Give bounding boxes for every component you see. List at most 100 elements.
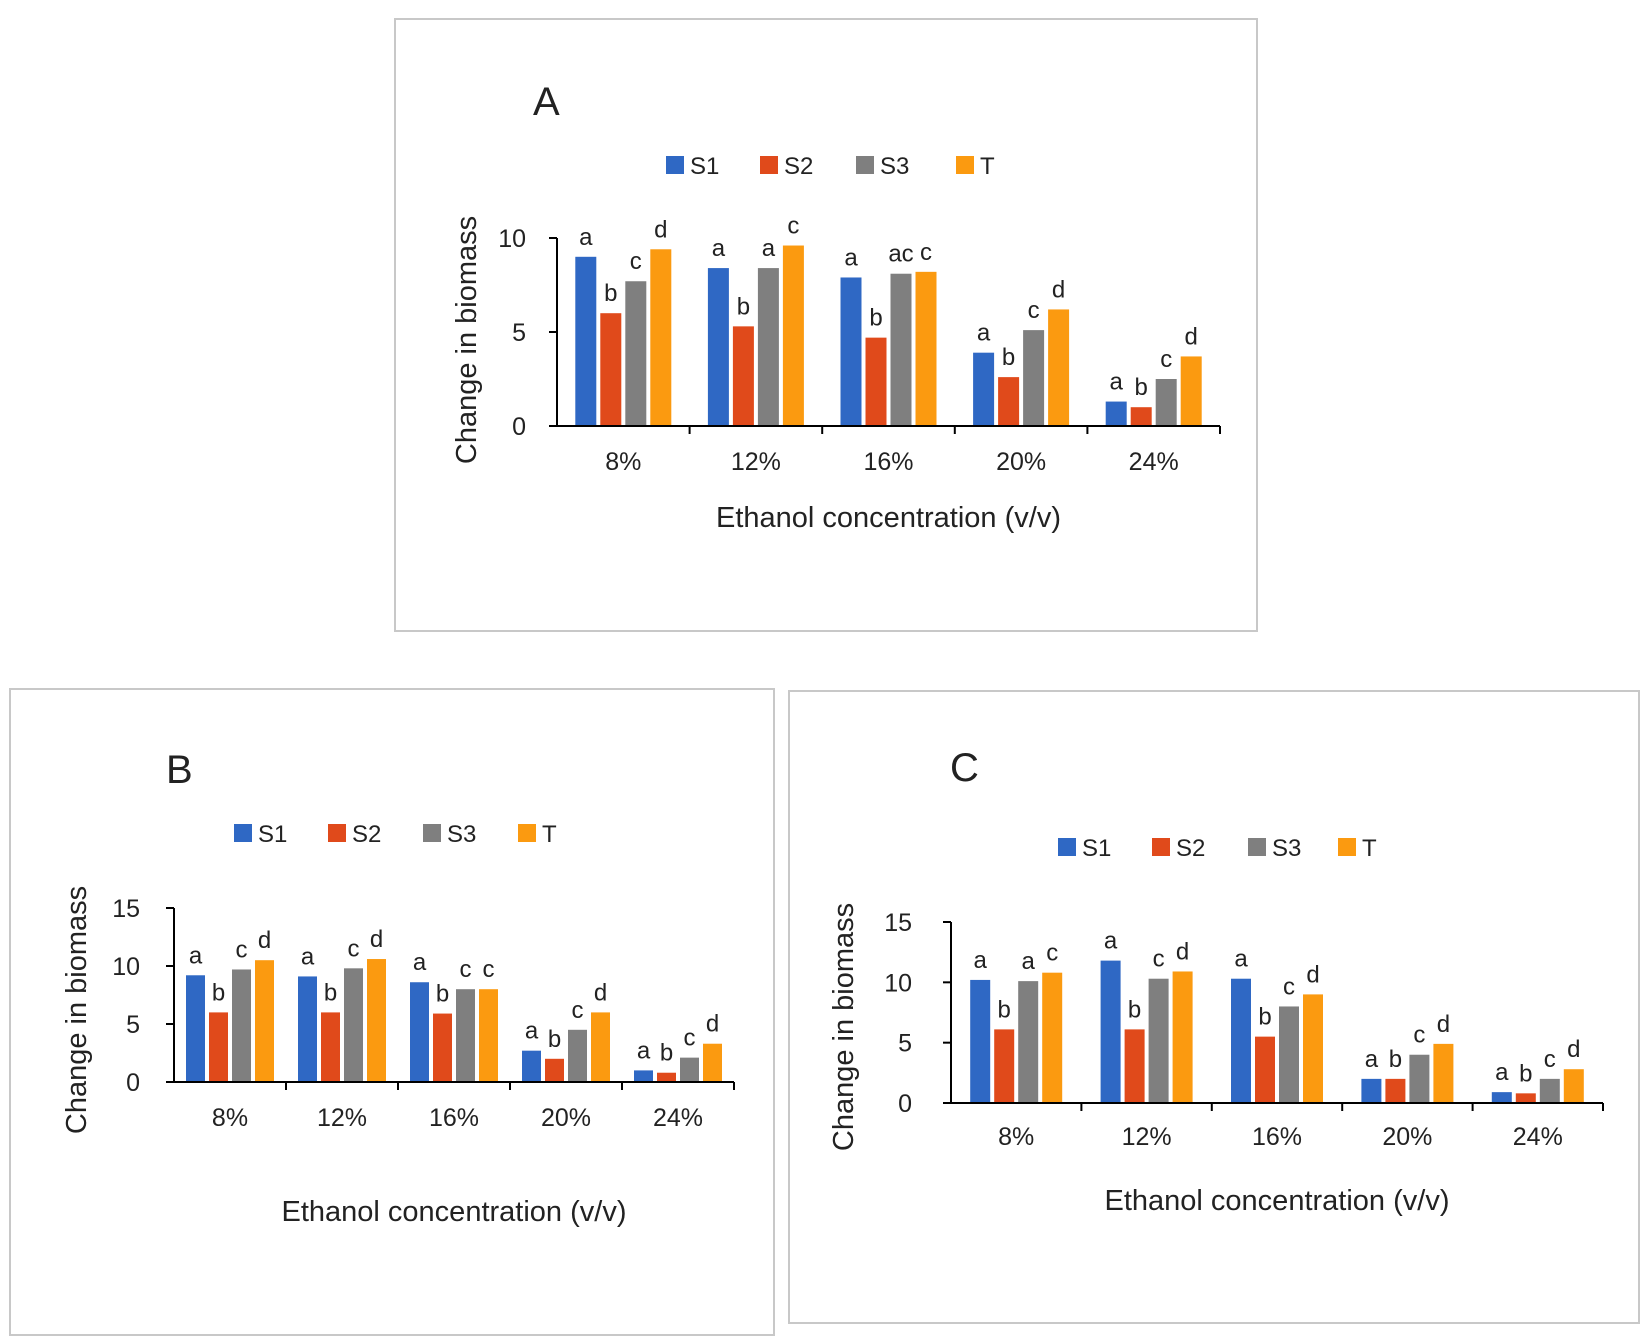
bar-s3 (1539, 1078, 1560, 1103)
significance-letter: a (301, 943, 315, 970)
bar-t (782, 245, 804, 426)
bar-t (703, 1043, 722, 1082)
legend-swatch-t (956, 156, 974, 174)
legend-label-s1: S1 (258, 821, 287, 848)
significance-letter: a (189, 942, 203, 969)
significance-letter: b (737, 293, 750, 320)
bar-s3 (1279, 1006, 1299, 1103)
bar-s3 (1148, 978, 1169, 1103)
significance-letter: d (1306, 961, 1319, 988)
panel-letter-b: B (166, 748, 193, 792)
significance-letter: b (324, 979, 337, 1006)
significance-letter: b (869, 305, 882, 332)
bar-s1 (1100, 960, 1121, 1103)
significance-letter: a (1104, 928, 1118, 955)
y-axis-title: Change in biomass (451, 216, 483, 464)
significance-letter: a (1365, 1046, 1379, 1073)
significance-letter: d (1185, 323, 1198, 350)
bar-s3 (757, 268, 779, 426)
chart-panel-a: A S1 S2 S3 T 0 5 10 a b c d 8% a b a c 12% a b ac c 16% a b c d 20%… (394, 18, 1258, 632)
x-tick-label: 16% (1252, 1123, 1302, 1151)
bar-s3 (232, 969, 251, 1082)
bar-t (1048, 309, 1070, 426)
bar-s3 (1018, 981, 1039, 1103)
x-tick-label: 16% (429, 1104, 479, 1132)
x-tick-label: 20% (541, 1104, 591, 1132)
bar-t (1303, 994, 1323, 1103)
significance-letter: c (1046, 940, 1058, 967)
bar-s2 (1255, 1036, 1275, 1103)
significance-letter: a (844, 244, 858, 271)
bar-s1 (634, 1070, 653, 1082)
bar-s3 (680, 1057, 699, 1082)
bar-t (255, 960, 274, 1082)
legend-label-t: T (980, 153, 995, 180)
significance-letter: d (1567, 1036, 1580, 1063)
significance-letter: c (1160, 346, 1172, 373)
legend-swatch-s2 (1152, 838, 1170, 856)
bar-s1 (575, 256, 597, 426)
x-tick-label: 16% (863, 448, 913, 476)
bar-s1 (1231, 978, 1251, 1103)
bar-s3 (1023, 330, 1045, 426)
significance-letter: d (1176, 938, 1189, 965)
legend-swatch-t (518, 824, 536, 842)
panel-letter-c: C (950, 746, 979, 790)
significance-letter: a (525, 1018, 539, 1045)
x-axis-title: Ethanol concentration (v/v) (1105, 1185, 1450, 1217)
significance-letter: ac (888, 241, 913, 268)
bar-s2 (209, 1012, 228, 1082)
significance-letter: a (1234, 946, 1248, 973)
significance-letter: b (1519, 1060, 1532, 1087)
significance-letter: c (630, 248, 642, 275)
significance-letter: a (1110, 369, 1124, 396)
y-tick-label: 0 (126, 1069, 140, 1097)
legend-swatch-s1 (1058, 838, 1076, 856)
significance-letter: a (1495, 1059, 1509, 1086)
bar-s2 (1385, 1078, 1406, 1103)
bar-s2 (600, 313, 622, 426)
significance-letter: c (1544, 1046, 1556, 1073)
chart-panel-b: B S1 S2 S3 T 0 5 10 15 a b c d 8% a b c d 12% a b c c 16% a b c d 20… (9, 688, 775, 1336)
significance-letter: a (1022, 948, 1036, 975)
bar-s2 (433, 1013, 452, 1082)
x-axis-title: Ethanol concentration (v/v) (282, 1196, 627, 1228)
significance-letter: b (1128, 996, 1141, 1023)
bar-s3 (344, 968, 363, 1082)
legend-label-s2: S2 (1176, 835, 1205, 862)
legend-label-s2: S2 (352, 821, 381, 848)
bar-t (915, 271, 937, 426)
legend-swatch-s3 (1248, 838, 1266, 856)
significance-letter: d (1437, 1011, 1450, 1038)
x-tick-label: 8% (605, 448, 641, 476)
legend-swatch-s2 (760, 156, 778, 174)
bar-s1 (186, 975, 205, 1082)
bar-s2 (865, 337, 887, 426)
y-tick-label: 15 (884, 909, 912, 937)
bar-s1 (1105, 401, 1127, 426)
x-tick-label: 20% (996, 448, 1046, 476)
significance-letter: c (1283, 973, 1295, 1000)
legend-swatch-s1 (666, 156, 684, 174)
significance-letter: a (579, 224, 593, 251)
significance-letter: d (1052, 276, 1065, 303)
legend-label-s1: S1 (1082, 835, 1111, 862)
legend-label-t: T (542, 821, 557, 848)
y-tick-label: 0 (512, 413, 526, 441)
bar-s2 (1130, 407, 1152, 426)
significance-letter: a (762, 235, 776, 262)
legend-label-s3: S3 (447, 821, 476, 848)
x-tick-label: 12% (317, 1104, 367, 1132)
significance-letter: a (413, 949, 427, 976)
bar-s2 (1124, 1029, 1145, 1103)
significance-letter: d (654, 216, 667, 243)
bar-s3 (1155, 379, 1177, 426)
y-tick-label: 0 (898, 1090, 912, 1118)
bar-t (1180, 356, 1202, 426)
significance-letter: b (660, 1040, 673, 1067)
legend-swatch-s3 (856, 156, 874, 174)
legend-label-s3: S3 (1272, 835, 1301, 862)
significance-letter: c (348, 935, 360, 962)
x-tick-label: 8% (212, 1104, 248, 1132)
